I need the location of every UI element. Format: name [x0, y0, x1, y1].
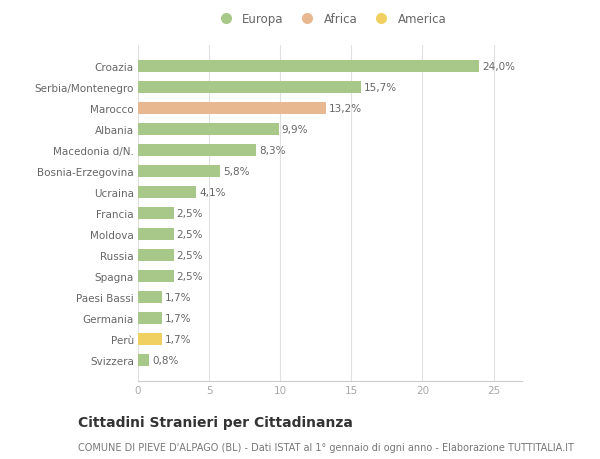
Text: 2,5%: 2,5% [176, 271, 203, 281]
Bar [138, 124, 279, 135]
Bar [138, 354, 149, 366]
Text: Cittadini Stranieri per Cittadinanza: Cittadini Stranieri per Cittadinanza [78, 415, 353, 429]
Text: 5,8%: 5,8% [223, 167, 250, 177]
Bar [138, 250, 173, 261]
Legend: Europa, Africa, America: Europa, Africa, America [209, 8, 451, 31]
Bar [138, 229, 173, 240]
Bar [138, 103, 326, 114]
Text: 2,5%: 2,5% [176, 230, 203, 239]
Text: 1,7%: 1,7% [165, 313, 191, 323]
Text: 9,9%: 9,9% [281, 125, 308, 134]
Bar [138, 313, 162, 324]
Text: 15,7%: 15,7% [364, 83, 397, 93]
Bar [138, 82, 361, 94]
Bar [138, 270, 173, 282]
Text: 2,5%: 2,5% [176, 208, 203, 218]
Bar [138, 291, 162, 303]
Text: 4,1%: 4,1% [199, 188, 226, 197]
Bar [138, 166, 220, 177]
Text: 2,5%: 2,5% [176, 250, 203, 260]
Text: 1,7%: 1,7% [165, 292, 191, 302]
Bar [138, 207, 173, 219]
Text: 13,2%: 13,2% [329, 104, 362, 114]
Bar [138, 145, 256, 157]
Text: 8,3%: 8,3% [259, 146, 286, 156]
Text: COMUNE DI PIEVE D'ALPAGO (BL) - Dati ISTAT al 1° gennaio di ogni anno - Elaboraz: COMUNE DI PIEVE D'ALPAGO (BL) - Dati IST… [78, 442, 574, 452]
Text: 1,7%: 1,7% [165, 334, 191, 344]
Text: 24,0%: 24,0% [482, 62, 515, 72]
Bar [138, 333, 162, 345]
Bar [138, 61, 479, 73]
Bar [138, 187, 196, 198]
Text: 0,8%: 0,8% [152, 355, 179, 365]
